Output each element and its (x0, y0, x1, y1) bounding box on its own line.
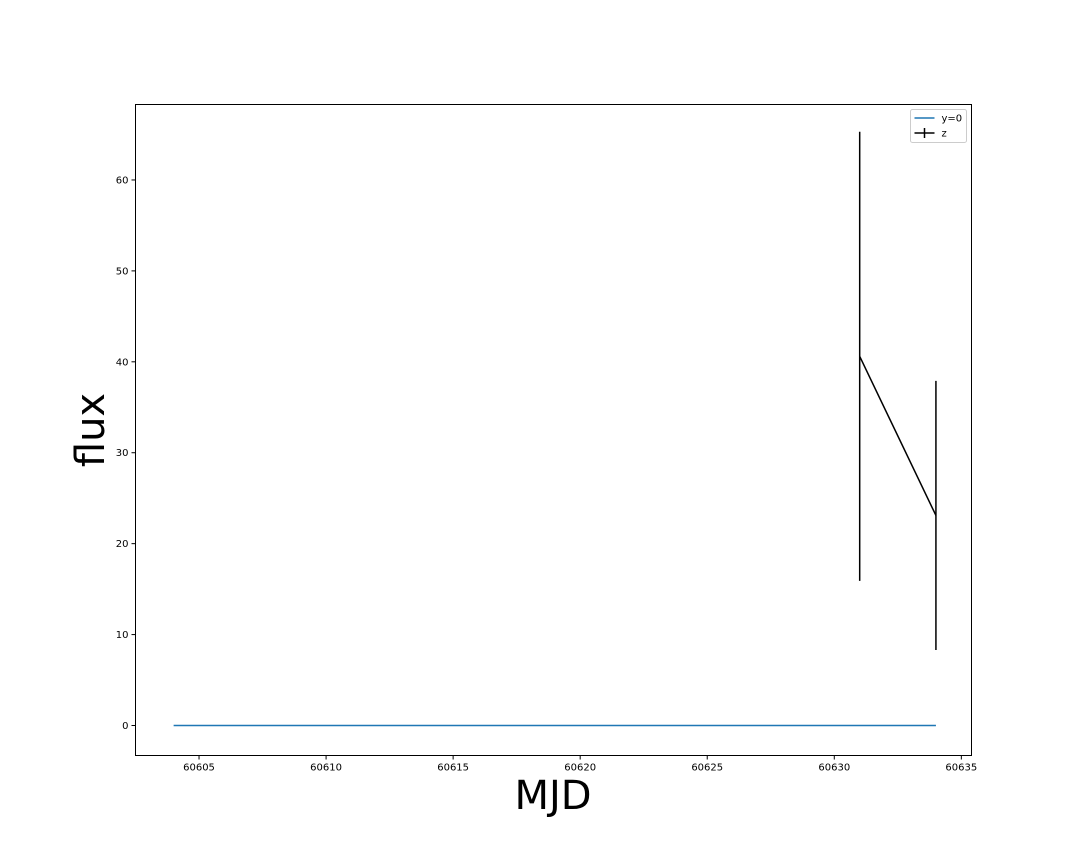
y-tick-label-0: 0 (122, 721, 128, 732)
series-layer (173, 131, 937, 727)
legend: y=0 z (910, 109, 967, 143)
x-tick-label-6: 60635 (945, 763, 977, 774)
x-tick-label-1: 60610 (310, 763, 342, 774)
x-tick-label-2: 60615 (437, 763, 469, 774)
y-ticks: 0 10 20 30 40 50 60 (116, 175, 136, 732)
y-tick-label-2: 20 (116, 539, 129, 550)
x-ticks: 60605 60610 60615 60620 60625 60630 60635 (183, 755, 977, 774)
x-axis-title: MJD (514, 773, 591, 819)
x-tick-label-0: 60605 (183, 763, 215, 774)
legend-label-z: z (942, 129, 947, 140)
axes-frame (135, 104, 972, 756)
y-tick-label-6: 60 (116, 175, 129, 186)
legend-label-y=0: y=0 (942, 114, 963, 125)
y-tick-label-4: 40 (116, 357, 129, 368)
y-axis-title: flux (68, 393, 114, 467)
x-tick-label-4: 60625 (691, 763, 723, 774)
y-tick-label-3: 30 (116, 448, 129, 459)
series-line-z (859, 356, 937, 516)
x-tick-label-3: 60620 (564, 763, 596, 774)
y-tick-label-5: 50 (116, 266, 129, 277)
x-tick-label-5: 60630 (818, 763, 850, 774)
y-tick-label-1: 10 (116, 630, 129, 641)
